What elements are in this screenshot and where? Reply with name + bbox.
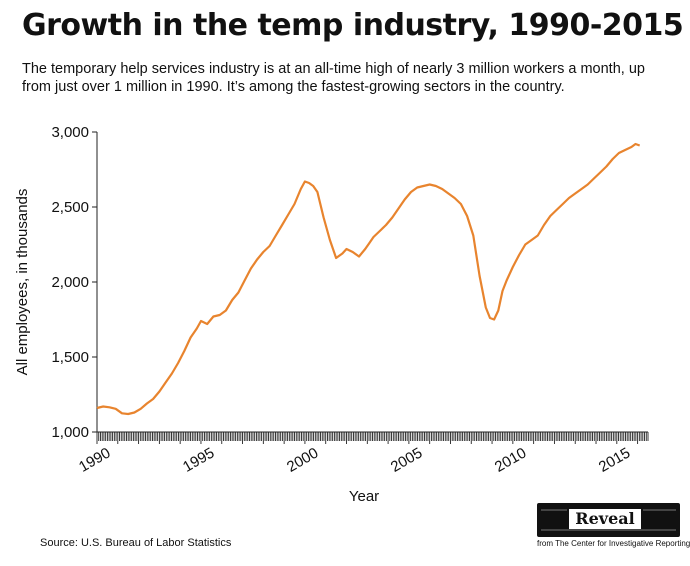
source-note: Source: U.S. Bureau of Labor Statistics [40,537,232,549]
y-tick-label: 3,000 [51,124,89,141]
y-tick-label: 2,500 [51,199,89,216]
x-axis-label: Year [349,488,379,505]
y-axis: 1,000 1,500 2,000 2,500 3,000 [51,124,98,441]
y-tick-label: 1,500 [51,349,89,366]
y-tick-label: 2,000 [51,274,89,291]
x-axis: 1990 1995 2000 2005 2010 2015 [76,431,649,476]
y-axis-label: All employees, in thousands [14,189,31,376]
series-line [96,142,641,416]
x-tick-label: 2015 [596,444,633,475]
logo-wordmark: Reveal [567,507,643,531]
x-tick-label: 1990 [76,444,113,475]
x-tick-label: 1995 [180,444,217,475]
chart-subtitle: The temporary help services industry is … [22,61,645,95]
logo-tagline: from The Center for Investigative Report… [537,539,690,548]
x-tick-label: 2010 [492,444,529,475]
reveal-logo: Reveal from The Center for Investigative… [537,503,690,553]
x-tick-label: 2000 [284,444,321,475]
x-tick-label: 2005 [388,444,425,475]
y-tick-label: 1,000 [51,424,89,441]
logo-bar: Reveal [537,503,680,537]
chart-title: Growth in the temp industry, 1990-2015 [22,8,684,43]
